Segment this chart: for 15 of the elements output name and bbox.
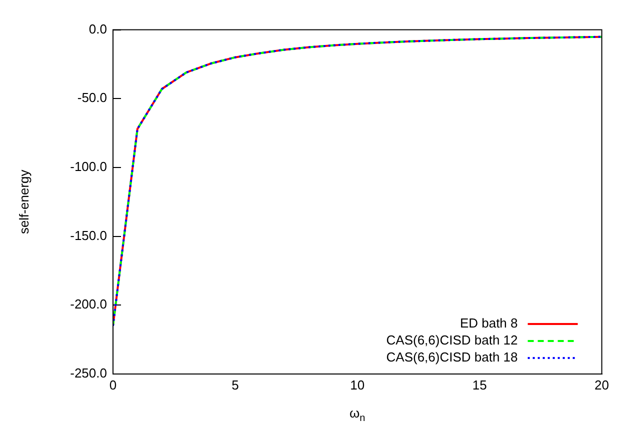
y-tick-label: -250.0 [70,366,107,381]
y-tick-label: -50.0 [77,90,107,106]
legend-label: ED bath 8 [460,316,518,331]
legend-label: CAS(6,6)CISD bath 18 [386,350,518,365]
x-tick-label: 0 [109,377,117,392]
x-tick-label: 20 [594,377,610,392]
x-tick-label: 15 [472,377,487,392]
y-tick-label: -200.0 [70,296,107,312]
y-tick-label: -150.0 [70,228,107,243]
y-tick-label: -100.0 [70,159,107,174]
x-tick-label: 5 [232,377,239,392]
legend-label: CAS(6,6)CISD bath 12 [386,332,518,348]
x-tick-label: 10 [350,377,365,392]
y-tick-label: 0.0 [88,21,107,36]
y-axis-title: self-energy [16,169,32,234]
